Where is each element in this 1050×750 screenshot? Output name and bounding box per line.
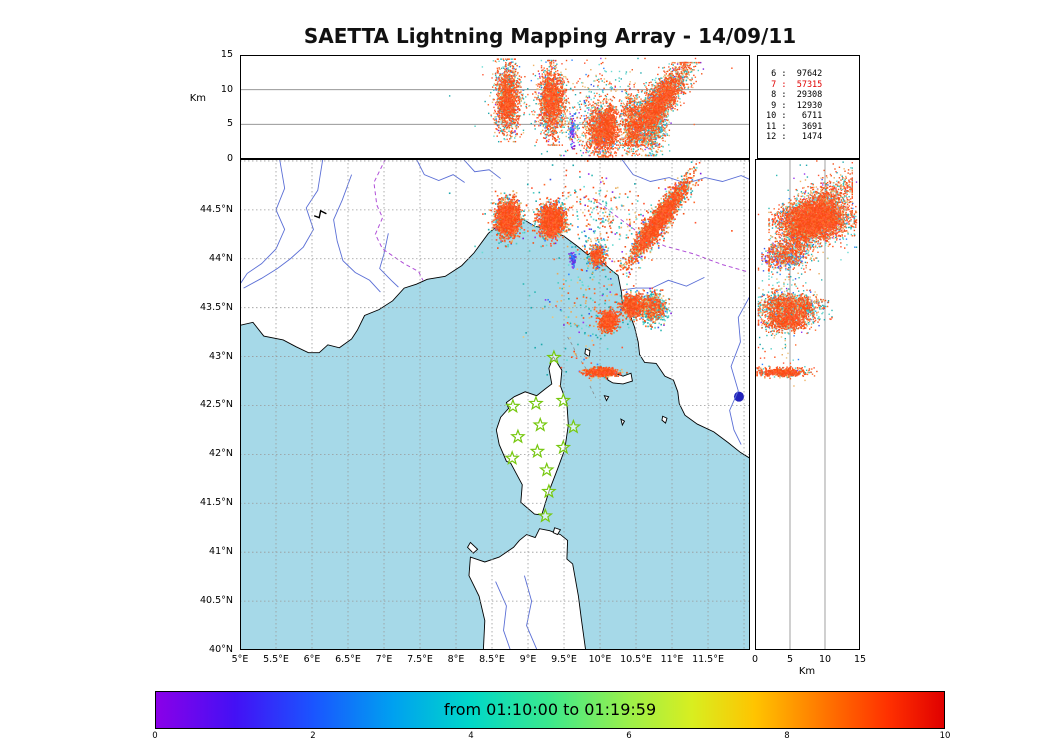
lightning-count-row: 10 : 6711 [766,111,823,121]
lon-tick-label: 10.5°E [620,654,652,665]
colorbar-tick-label: 4 [468,731,474,741]
lat-tick-label: 43.5°N [199,301,233,313]
lon-tick-label: 11°E [660,654,684,665]
lon-tick-label: 5°E [231,654,249,665]
alt-axis-tick-label: 15 [853,654,867,665]
lon-tick-label: 6°E [303,654,321,665]
colorbar-tick-label: 2 [310,731,316,741]
lon-tick-label: 9.5°E [551,654,577,665]
alt-vs-lat-plot [755,159,860,650]
alt-vs-lon-plot [240,55,750,159]
alt-axis-tick-label: 10 [818,654,832,665]
colorbar-tick-label: 0 [152,731,158,741]
lat-tick-label: 44°N [209,252,233,264]
colorbar-gradient [155,691,945,729]
colorbar-range-label: from 01:10:00 to 01:19:59 [443,700,657,719]
lightning-count-row: 9 : 12930 [766,100,823,111]
lat-tick-label: 40.5°N [199,595,233,607]
lon-tick-label: 5.5°E [263,654,289,665]
alt-axis-tick-label: 0 [751,654,759,665]
lon-tick-label: 9°E [519,654,537,665]
alt-axis-tick-label: 5 [786,654,794,665]
top-axis-unit-label: Km [189,93,206,104]
lat-tick-label: 41°N [209,546,233,558]
colorbar-tick-label: 8 [784,731,790,741]
alt-axis-tick-label: 0 [226,153,233,164]
lat-tick-label: 41.5°N [199,497,233,509]
source-count-panel: 6 : 97642 7 : 57315 8 : 29308 9 : 12930 1… [757,55,860,159]
lightning-count-row: 7 : 57315 [766,79,823,90]
figure-title: SAETTA Lightning Mapping Array - 14/09/1… [303,24,797,48]
lon-tick-label: 11.5°E [692,654,724,665]
alt-axis-tick-label: 10 [220,83,233,95]
lon-tick-label: 8°E [447,654,465,665]
lightning-count-row: 11 : 3691 [766,121,823,132]
alt-axis-tick-label: 15 [220,49,233,60]
lon-tick-label: 8.5°E [479,654,505,665]
right-axis-unit-label: Km [798,666,816,677]
colorbar-tick-label: 6 [626,731,632,741]
source-count-rows: 6 : 97642 7 : 57315 8 : 29308 9 : 12930 1… [766,69,822,143]
colorbar-tick-label: 10 [939,731,951,741]
lat-tick-label: 44.5°N [199,203,233,215]
lon-tick-label: 7°E [375,654,393,665]
lon-tick-label: 6.5°E [335,654,361,665]
lon-tick-label: 10°E [588,654,612,665]
map-plot [240,159,750,650]
alt-axis-tick-label: 5 [226,118,233,130]
lat-tick-label: 42.5°N [199,399,233,411]
lightning-count-row: 12 : 1474 [766,132,823,142]
lightning-count-row: 6 : 97642 [766,69,823,79]
lat-tick-label: 40°N [209,644,233,655]
lightning-count-row: 8 : 29308 [766,90,823,100]
lat-tick-label: 42°N [209,448,233,460]
lon-tick-label: 7.5°E [407,654,433,665]
lat-tick-label: 43°N [209,350,233,362]
